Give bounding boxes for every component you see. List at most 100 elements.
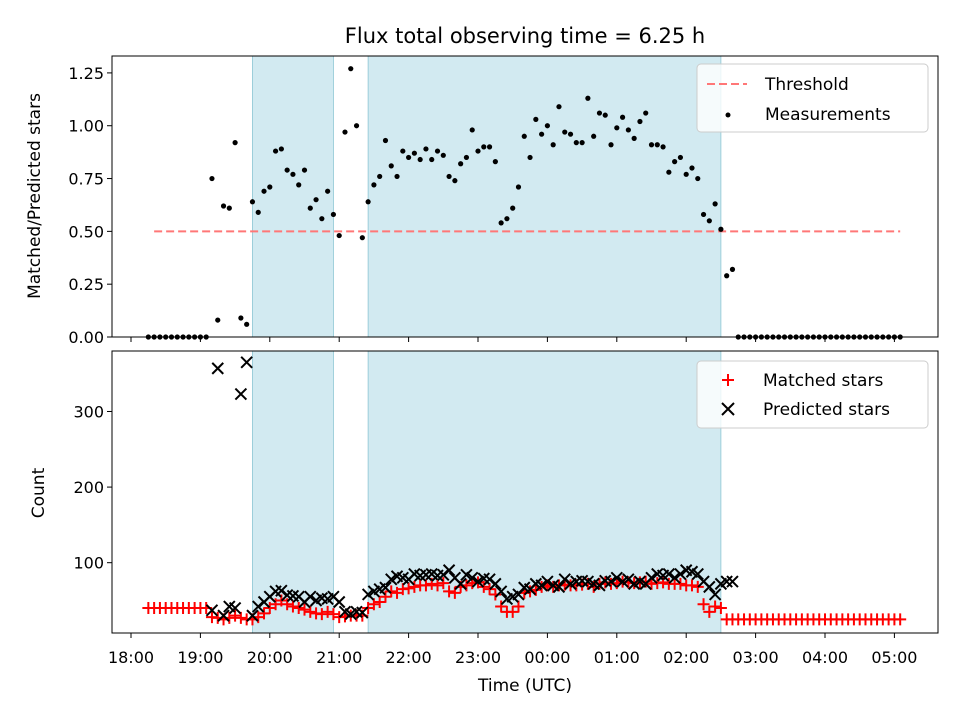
- measurement-point: [469, 127, 475, 133]
- top-y-tick-label: 0.25: [68, 275, 104, 294]
- observing-intervals-top: [252, 55, 722, 338]
- measurement-point: [249, 199, 256, 205]
- top-x-ticks: [130, 337, 895, 342]
- measurement-point: [619, 114, 626, 120]
- ratio-panel: 0.00 0.25 0.50 0.75 1.00 1.25 Flux total obse…: [25, 24, 939, 347]
- predicted-star-point: [703, 580, 716, 594]
- measurement-point: [330, 211, 337, 218]
- matched-star-point: [483, 583, 496, 596]
- predicted-star-point: [240, 356, 253, 369]
- bottom-legend: Matched stars Predicted stars: [696, 360, 929, 429]
- x-tick-label: 22:00: [386, 648, 432, 667]
- predicted-star-point: [454, 577, 467, 591]
- predicted-legend-swatch: [721, 402, 735, 416]
- measurement-point: [695, 175, 701, 182]
- measurement-point: [527, 154, 533, 161]
- x-axis-label: Time (UTC): [477, 676, 572, 696]
- x-tick-label: 20:00: [247, 648, 293, 667]
- matched-legend-swatch: [722, 374, 734, 386]
- matched-star-point: [657, 576, 670, 589]
- measurement-point: [400, 148, 406, 154]
- matched-star-point: [714, 602, 727, 615]
- measurement-point: [353, 123, 360, 129]
- measurement-point: [637, 118, 643, 125]
- measurement-point: [325, 188, 331, 194]
- x-tick-label: 03:00: [733, 648, 779, 667]
- measurement-point: [336, 232, 342, 239]
- measurement-point: [440, 152, 446, 158]
- observing-intervals-bottom: [252, 350, 722, 634]
- predicted-star-point: [494, 585, 508, 598]
- measurement-point: [718, 226, 724, 232]
- measurement-point: [388, 163, 394, 169]
- measurement-point: [486, 144, 493, 150]
- measurement-point: [313, 197, 319, 203]
- bottom-y-tick-label: 200: [73, 478, 104, 497]
- measurement-point: [371, 182, 377, 188]
- measurement-point: [267, 184, 273, 190]
- measurement-point: [689, 165, 695, 171]
- predicted-star-point: [466, 571, 479, 585]
- predicted-star-point: [489, 577, 502, 591]
- observing-interval: [367, 55, 722, 338]
- measurement-point: [244, 321, 250, 327]
- measurement-point: [365, 199, 371, 205]
- measurement-point: [342, 129, 348, 135]
- predicted-star-point: [668, 571, 681, 585]
- measurement-point: [290, 171, 296, 177]
- measurements-legend-label: Measurements: [765, 105, 891, 125]
- matched-star-point: [697, 598, 710, 611]
- matched-star-point: [304, 605, 317, 618]
- measurement-point: [278, 146, 284, 152]
- measurement-point: [579, 140, 585, 146]
- measurement-point: [261, 188, 267, 194]
- measurement-point: [232, 140, 238, 146]
- measurement-point: [301, 167, 308, 173]
- measurement-point: [648, 142, 655, 148]
- matched-star-point: [258, 607, 271, 620]
- measurement-point: [434, 148, 441, 154]
- bottom-y-tick-label: 100: [73, 554, 104, 573]
- predicted-star-point: [726, 575, 739, 588]
- predicted-star-point: [610, 571, 624, 585]
- matched-star-point: [547, 580, 560, 593]
- matched-star-point: [367, 598, 380, 611]
- measurement-point: [504, 216, 510, 222]
- measurement-point: [272, 148, 279, 154]
- measurement-point: [296, 182, 302, 188]
- predicted-star-point: [541, 575, 554, 588]
- measurement-point: [631, 135, 637, 141]
- top-legend: Threshold Measurements: [696, 63, 929, 133]
- x-tick-label: 23:00: [455, 648, 501, 667]
- measurement-point: [515, 184, 522, 190]
- matched-star-point: [281, 598, 294, 611]
- matched-star-point: [495, 600, 508, 613]
- measurement-point: [238, 315, 244, 321]
- matched-star-point: [443, 585, 456, 598]
- top-legend-box: [696, 63, 929, 133]
- predicted-star-point: [720, 575, 733, 588]
- measurement-point: [608, 142, 614, 148]
- bottom-y-ticks: 100 200 300: [73, 402, 112, 573]
- observing-interval: [252, 55, 334, 338]
- predicted-legend-label: Predicted stars: [763, 400, 890, 420]
- measurement-point: [550, 142, 556, 148]
- matched-star-point: [431, 579, 444, 592]
- measurement-point: [573, 140, 579, 146]
- measurement-point: [510, 205, 516, 211]
- predicted-star-point: [674, 567, 687, 581]
- measurement-point: [544, 123, 551, 129]
- measurement-point: [498, 220, 504, 226]
- predicted-star-point: [460, 568, 473, 581]
- measurement-point: [596, 110, 603, 116]
- measurement-point: [591, 133, 597, 139]
- measurement-point: [220, 203, 227, 209]
- measurement-point: [724, 273, 730, 279]
- measurement-point: [567, 131, 574, 137]
- measurement-point: [712, 201, 718, 207]
- bottom-y-axis-label: Count: [29, 467, 49, 518]
- measurement-point: [394, 173, 400, 180]
- measurement-point: [458, 161, 464, 167]
- matched-star-point: [691, 580, 704, 593]
